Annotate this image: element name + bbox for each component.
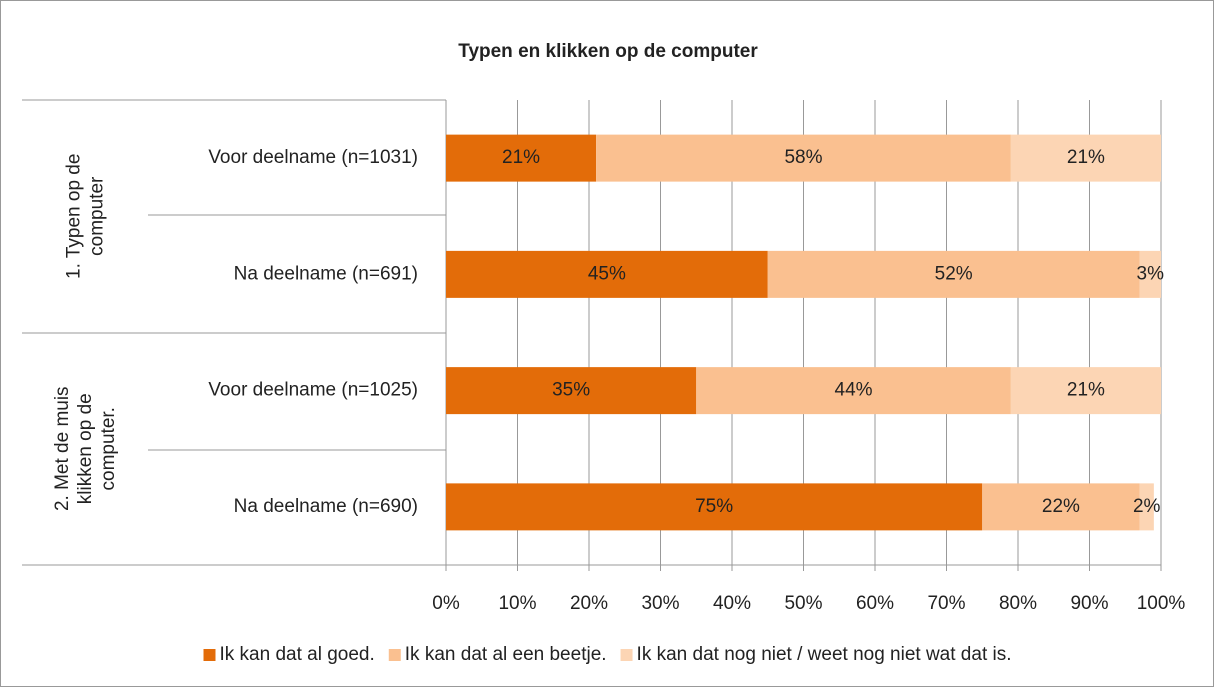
- bar-segment: [696, 367, 1011, 415]
- chart-title: Typen en klikken op de computer: [458, 41, 758, 62]
- group-label-line: 2. Met de muis: [52, 386, 73, 511]
- x-tick-label: 0%: [432, 593, 460, 614]
- bar-segment: [446, 250, 768, 298]
- bar-segment: [1139, 250, 1161, 298]
- bar-segment: [596, 134, 1011, 182]
- y-tick-label: Na deelname (n=691): [234, 263, 418, 284]
- x-tick-label: 50%: [784, 593, 822, 614]
- data-label: 3%: [1137, 263, 1165, 284]
- x-tick-label: 60%: [856, 593, 894, 614]
- bar-segment: [446, 367, 697, 415]
- bar-segment: [446, 134, 597, 182]
- x-tick-label: 90%: [1070, 593, 1108, 614]
- group-label: 1. Typen op de computer: [64, 154, 108, 279]
- x-tick-label: 20%: [570, 593, 608, 614]
- legend-label: Ik kan dat al een beetje.: [405, 644, 607, 665]
- bar-segment: [982, 483, 1140, 531]
- data-label: 75%: [695, 496, 733, 517]
- x-tick-label: 100%: [1137, 593, 1186, 614]
- bar-segment: [446, 483, 983, 531]
- bar-segment: [1010, 367, 1161, 415]
- data-label: 35%: [552, 380, 590, 401]
- legend-swatch: [620, 649, 633, 661]
- x-tick-label: 40%: [713, 593, 751, 614]
- bar-segment: [1139, 483, 1154, 531]
- data-label: 58%: [784, 147, 822, 168]
- y-tick-label: Voor deelname (n=1031): [208, 147, 418, 168]
- group-label: 2. Met de muis klikken op de computer.: [52, 386, 119, 511]
- x-tick-label: 80%: [999, 593, 1037, 614]
- group-label-line: computer: [87, 176, 108, 256]
- legend-label: Ik kan dat nog niet / weet nog niet wat …: [637, 644, 1012, 665]
- legend-label: Ik kan dat al goed.: [220, 644, 375, 665]
- legend: Ik kan dat al goed. Ik kan dat al een bee…: [203, 644, 1012, 665]
- data-label: 21%: [1067, 380, 1105, 401]
- group-label-line: 1. Typen op de: [64, 154, 85, 279]
- group-label-line: computer.: [98, 407, 119, 490]
- data-label: 44%: [835, 380, 873, 401]
- bar-segment: [1010, 134, 1161, 182]
- data-label: 52%: [935, 263, 973, 284]
- x-tick-label: 70%: [927, 593, 965, 614]
- data-label: 21%: [1067, 147, 1105, 168]
- data-label: 2%: [1133, 496, 1161, 517]
- group-label-line: klikken op de: [75, 393, 96, 504]
- x-tick-label: 30%: [641, 593, 679, 614]
- legend-swatch: [388, 649, 401, 661]
- bar-segment: [767, 250, 1140, 298]
- y-tick-label: Voor deelname (n=1025): [208, 380, 418, 401]
- data-label: 21%: [502, 147, 540, 168]
- data-label: 45%: [588, 263, 626, 284]
- x-tick-label: 10%: [498, 593, 536, 614]
- data-label: 22%: [1042, 496, 1080, 517]
- legend-swatch: [203, 649, 216, 661]
- y-tick-label: Na deelname (n=690): [234, 496, 418, 517]
